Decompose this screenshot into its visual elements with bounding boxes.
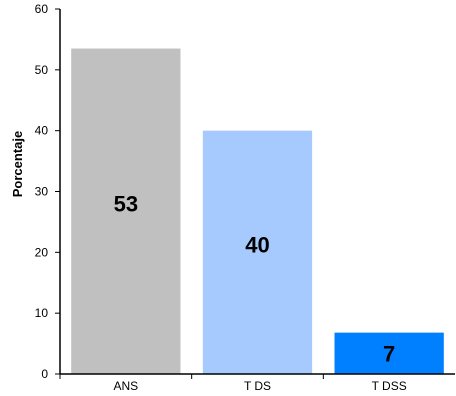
y-tick-label: 40 (35, 124, 49, 138)
bars (71, 48, 444, 375)
x-tick-label: T DSS (372, 379, 407, 393)
y-tick-label: 50 (35, 63, 49, 77)
y-axis-label: Porcentaje (10, 131, 25, 197)
y-axis-ticks: 0 10 20 30 40 50 60 (35, 2, 60, 381)
y-tick-label: 10 (35, 306, 49, 320)
x-axis-ticks: ANS T DS T DSS (59, 374, 407, 393)
y-tick-label: 0 (41, 367, 48, 381)
bar-ans (71, 48, 181, 375)
data-label: 40 (245, 232, 269, 257)
y-tick-label: 20 (35, 245, 49, 259)
y-tick-label: 30 (35, 185, 49, 199)
bar-t-ds (202, 130, 313, 374)
data-label: 53 (114, 191, 138, 216)
data-label: 7 (383, 341, 395, 366)
data-labels: 53 40 7 (114, 191, 396, 366)
x-tick-label: T DS (244, 379, 271, 393)
bar-t-dss (334, 332, 444, 374)
y-tick-label: 60 (35, 2, 49, 16)
x-tick-label: ANS (113, 379, 138, 393)
